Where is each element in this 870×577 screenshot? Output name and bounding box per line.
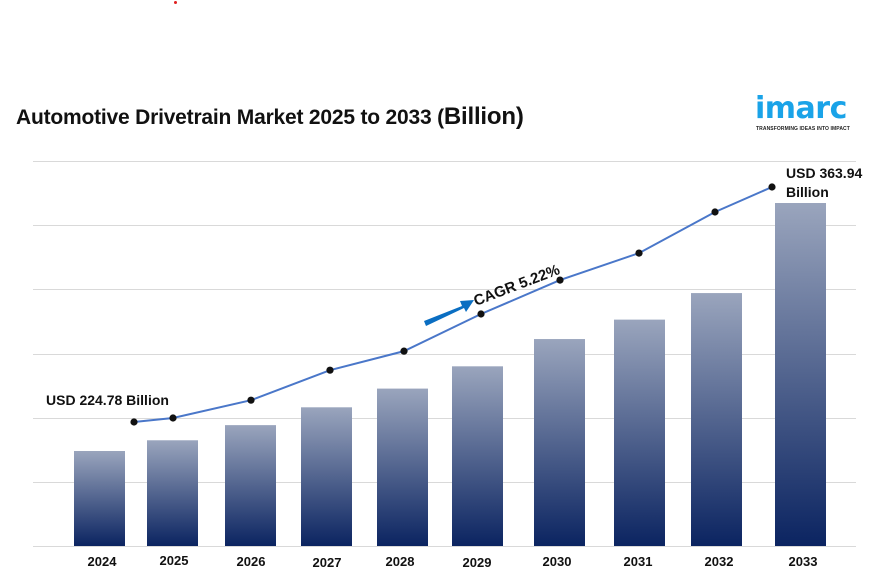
trend-point-2030 [556, 276, 564, 284]
x-tick-label: 2033 [789, 554, 818, 569]
bar-2030 [534, 339, 585, 546]
chart-title: Automotive Drivetrain Market 2025 to 203… [16, 103, 524, 131]
trend-point-2031 [635, 249, 643, 257]
x-tick-label: 2025 [160, 553, 189, 568]
title-text: Automotive Drivetrain Market 2025 to 203… [16, 106, 444, 129]
bar-2029 [452, 366, 503, 546]
x-tick-label: 2027 [313, 555, 342, 570]
end-value-label-line2: Billion [786, 184, 829, 200]
bar-2033 [775, 203, 826, 546]
trend-line [133, 186, 773, 423]
logo-tagline: TRANSFORMING IDEAS INTO IMPACT [756, 126, 850, 132]
trend-point-2028 [400, 347, 408, 355]
start-value-label: USD 224.78 Billion [46, 392, 169, 408]
trend-point-2027 [326, 366, 334, 374]
trend-point-2025 [169, 414, 177, 422]
x-tick-label: 2026 [237, 554, 266, 569]
bar-2026 [225, 425, 276, 546]
x-tick-label: 2028 [386, 554, 415, 569]
title-close: ) [515, 103, 524, 130]
trend-point-2024 [130, 418, 138, 426]
bar-2031 [614, 319, 665, 546]
arrow-icon [424, 300, 474, 326]
trend-point-2032 [711, 208, 719, 216]
bar-2024 [74, 451, 125, 546]
bar-2028 [377, 388, 428, 546]
trend-point-2026 [247, 396, 255, 404]
trend-point-2033 [768, 183, 776, 191]
x-axis-ticks: 2024 2025 2026 2027 2028 2029 2030 2031 2032 2033 [88, 553, 818, 570]
imarc-logo: imarc TRANSFORMING IDEAS INTO IMPACT [752, 90, 856, 135]
cagr-arrow [424, 300, 474, 326]
bar-2032 [691, 293, 742, 546]
logo-wordmark: imarc [755, 91, 847, 126]
trend-line-group [130, 183, 776, 426]
x-tick-label: 2024 [88, 554, 118, 569]
x-tick-label: 2029 [463, 555, 492, 570]
bar-2027 [301, 407, 352, 546]
title-unit: Billion [443, 103, 516, 130]
trend-point-2029 [477, 310, 485, 318]
x-tick-label: 2031 [624, 554, 653, 569]
end-value-label-line1: USD 363.94 [786, 165, 862, 181]
bar-2025 [147, 440, 198, 546]
decorative-dot [174, 1, 177, 4]
x-tick-label: 2032 [705, 554, 734, 569]
bars [74, 203, 826, 546]
x-tick-label: 2030 [543, 554, 572, 569]
